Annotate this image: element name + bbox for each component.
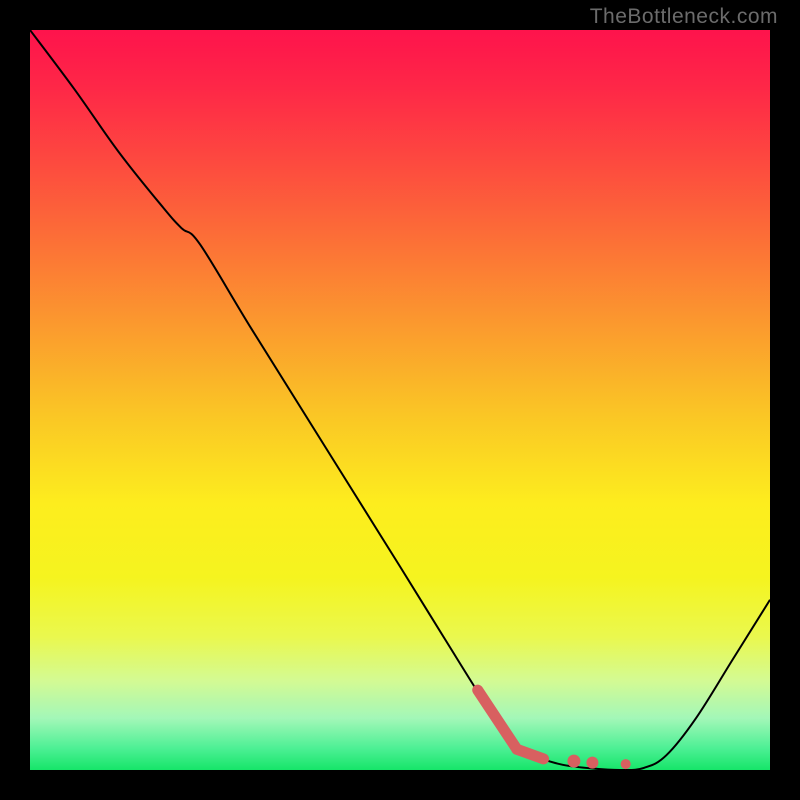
chart-svg: [30, 30, 770, 770]
gradient-background: [30, 30, 770, 770]
highlight-dot: [567, 755, 580, 768]
watermark: TheBottleneck.com: [590, 5, 778, 29]
plot-area: [30, 30, 770, 770]
highlight-dot: [621, 759, 631, 769]
highlight-dot: [586, 757, 598, 769]
